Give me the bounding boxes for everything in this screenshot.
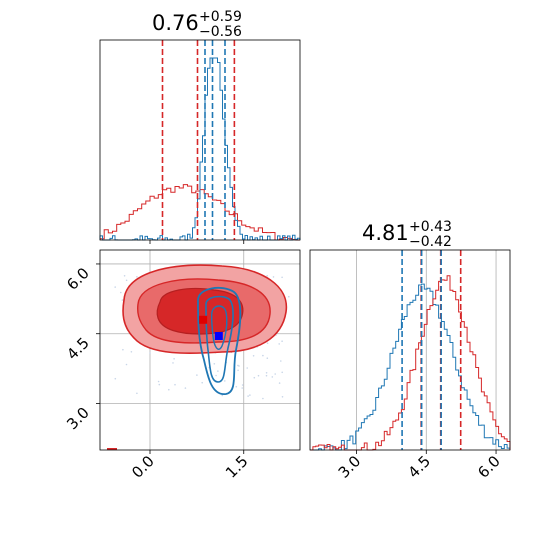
scatter-point	[168, 388, 170, 391]
red-histogram-param2	[310, 275, 511, 451]
scatter-point	[246, 367, 248, 369]
scatter-point	[130, 351, 133, 353]
red-contour-inner	[156, 287, 244, 335]
scatter-point	[247, 395, 249, 397]
scatter-point	[278, 382, 281, 384]
blue-contour-inner	[210, 305, 228, 350]
scatter-point	[281, 340, 283, 343]
scatter-point	[201, 381, 203, 384]
scatter-point	[237, 369, 239, 372]
scatter-point	[149, 352, 151, 355]
histogram-panel-param2: 4.81 +0.43 −0.42	[309, 219, 511, 451]
x-tick-label-param2: 3.0	[335, 452, 365, 482]
title-minus-param1: −0.56	[199, 24, 242, 40]
scatter-point	[136, 276, 138, 278]
blue-contour-outer	[197, 286, 242, 395]
red-edge-mark	[107, 448, 117, 450]
scatter-point	[281, 276, 283, 279]
x-tick-label-param1: 0.0	[128, 452, 158, 482]
title-plus-param2: +0.43	[409, 219, 452, 235]
red-marker	[199, 315, 208, 324]
scatter-point	[288, 295, 290, 298]
y-tick-label-param2: 3.0	[63, 404, 93, 434]
scatter-point	[121, 299, 124, 301]
scatter-point	[271, 376, 274, 378]
scatter-point	[252, 355, 255, 357]
scatter-point	[224, 380, 226, 382]
scatter-point	[266, 275, 269, 277]
scatter-point	[262, 397, 264, 400]
x-tick-label-param2: 4.5	[405, 452, 435, 482]
scatter-point	[215, 374, 217, 377]
title-plus-param1: +0.59	[199, 9, 242, 25]
scatter-point	[221, 394, 224, 397]
x-tick-label-param1: 1.5	[222, 452, 252, 482]
histogram-panel-param1: 0.76 +0.59 −0.56	[99, 9, 301, 241]
scatter-point	[249, 394, 251, 396]
scatter-point	[237, 364, 239, 367]
scatter-point	[266, 357, 269, 360]
scatter-point	[184, 387, 187, 389]
scatter-point	[241, 384, 244, 386]
blue-histogram-param1	[99, 57, 301, 241]
scatter-point	[272, 276, 275, 278]
scatter-point	[265, 372, 268, 374]
scatter-point	[281, 371, 284, 374]
scatter-point	[266, 342, 269, 345]
scatter-point	[213, 363, 216, 365]
scatter-point	[123, 275, 126, 277]
y-tick-label-param2: 6.0	[63, 264, 93, 294]
scatter-point	[114, 377, 117, 380]
title-minus-param2: −0.42	[409, 234, 452, 250]
scatter-point	[253, 376, 256, 379]
scatter-point	[262, 354, 264, 357]
scatter-point	[174, 383, 176, 386]
scatter-point	[280, 360, 282, 362]
scatter-point	[158, 383, 161, 386]
scatter-point	[235, 385, 238, 388]
scatter-point	[257, 374, 260, 377]
x-tick-label-param2: 6.0	[474, 452, 504, 482]
scatter-point	[173, 358, 175, 360]
blue-marker	[214, 332, 223, 340]
scatter-point	[281, 396, 284, 398]
scatter-point	[125, 363, 128, 366]
y-tick-label-param2: 4.5	[63, 334, 93, 364]
scatter-point	[241, 387, 243, 389]
scatter-point	[196, 374, 198, 376]
contour-frame	[99, 249, 301, 451]
scatter-point	[125, 279, 128, 282]
scatter-point	[172, 362, 174, 364]
scatter-point	[217, 370, 219, 372]
scatter-point	[120, 291, 122, 294]
scatter-point	[274, 373, 277, 375]
title-value-param1: 0.76	[152, 11, 199, 35]
scatter-point	[157, 380, 160, 383]
title-value-param2: 4.81	[362, 221, 409, 245]
scatter-point	[114, 286, 116, 288]
histogram-frame-param1	[99, 39, 301, 241]
histogram-frame-param2	[309, 249, 511, 451]
blue-histogram-param2	[310, 283, 511, 451]
scatter-point	[136, 392, 138, 395]
scatter-point	[265, 374, 268, 377]
blue-contour-middle	[205, 295, 234, 383]
scatter-point	[278, 343, 281, 345]
scatter-point	[122, 348, 124, 351]
contour-panel	[99, 249, 301, 451]
